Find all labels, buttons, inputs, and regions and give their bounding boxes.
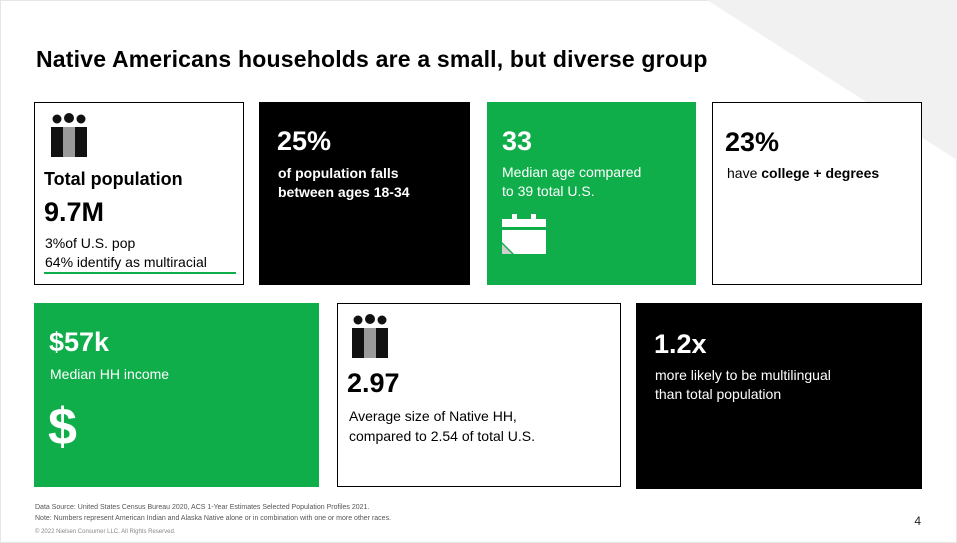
card-college: 23% have college + degrees <box>712 102 922 285</box>
multilingual-value: 1.2x <box>654 329 707 359</box>
card-multilingual: 1.2x more likely to be multilingual than… <box>636 303 922 489</box>
age-share-line2: between ages 18-34 <box>278 184 410 200</box>
college-bold: college + degrees <box>761 165 880 181</box>
multilingual-line1: more likely to be multilingual <box>655 367 831 383</box>
household-value: 2.97 <box>347 368 400 398</box>
people-icon <box>352 314 388 358</box>
page-number: 4 <box>914 514 921 528</box>
footer-note: Note: Numbers represent American Indian … <box>35 515 392 522</box>
multilingual-line2: than total population <box>655 386 782 402</box>
income-label: Median HH income <box>50 366 170 382</box>
population-value: 9.7M <box>44 197 105 227</box>
college-value: 23% <box>725 127 780 157</box>
footer-source: Data Source: United States Census Bureau… <box>35 504 370 511</box>
people-icon <box>51 113 87 157</box>
population-multiracial: 64% identify as multiracial <box>45 254 207 270</box>
card-income: $57k Median HH income $ <box>34 303 319 487</box>
card-median-age: 33 Median age compared to 39 total U.S. <box>487 102 696 285</box>
college-prefix: have <box>727 165 762 181</box>
median-age-value: 33 <box>502 126 533 156</box>
population-share: 3%of U.S. pop <box>45 235 136 251</box>
card-age-share: 25% of population falls between ages 18-… <box>259 102 470 285</box>
household-line2: compared to 2.54 of total U.S. <box>349 428 535 444</box>
college-text: have college + degrees <box>727 165 879 181</box>
age-share-value: 25% <box>277 126 332 156</box>
footer-copyright: © 2022 Nielsen Consumer LLC. All Rights … <box>35 529 176 535</box>
median-age-line1: Median age compared <box>502 164 642 180</box>
card-total-population: Total population 9.7M 3%of U.S. pop 64% … <box>34 102 244 285</box>
income-value: $57k <box>49 327 110 357</box>
household-line1: Average size of Native HH, <box>349 408 517 424</box>
green-underline <box>44 272 236 274</box>
median-age-line2: to 39 total U.S. <box>502 183 595 199</box>
dollar-icon: $ <box>48 398 77 456</box>
page-title: Native Americans households are a small,… <box>36 46 708 72</box>
card-household-size: 2.97 Average size of Native HH, compared… <box>337 303 621 487</box>
age-share-line1: of population falls <box>278 165 399 181</box>
calendar-icon <box>502 214 546 254</box>
population-label: Total population <box>44 169 183 189</box>
